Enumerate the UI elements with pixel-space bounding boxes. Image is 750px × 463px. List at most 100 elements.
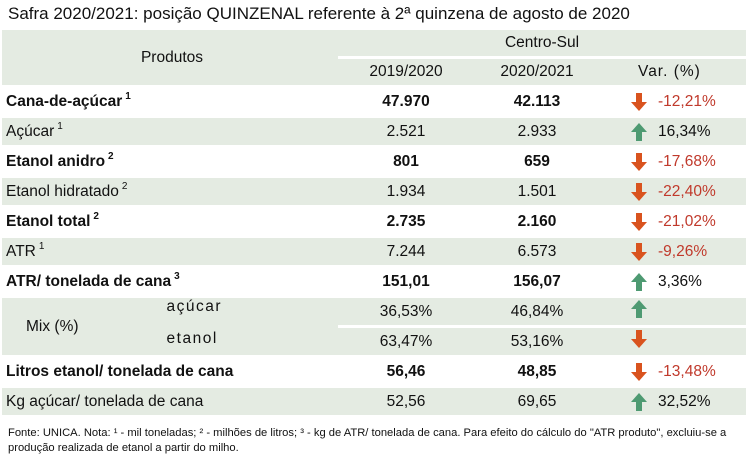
value-2019-2020: 2.521: [338, 118, 474, 145]
variation-value: -22,40%: [658, 182, 716, 200]
variation-value: 32,52%: [658, 392, 711, 410]
table-row: Etanol hidratado 2 1.934 1.501 -22,40%: [2, 178, 746, 205]
row-label-text: Etanol anidro: [6, 152, 106, 170]
row-label-text: Etanol hidratado: [6, 182, 119, 200]
arrow-up-icon: [631, 300, 647, 318]
row-label: Açúcar 1: [2, 118, 338, 145]
mix-sugar-2019: 36,53%: [338, 298, 474, 325]
variation-wrap: -22,40%: [630, 182, 746, 202]
table-row: ATR 1 7.244 6.573 -9,26%: [2, 238, 746, 265]
variation-cell: -22,40%: [600, 178, 746, 205]
row-footnote-mark: 3: [174, 270, 180, 282]
mix-label: Mix (%): [26, 317, 79, 335]
header-products: Produtos: [2, 30, 338, 85]
value-2020-2021: 2.160: [517, 212, 557, 230]
variation-wrap: 16,34%: [630, 122, 746, 142]
variation-wrap: -9,26%: [630, 242, 746, 262]
table-row: Açúcar 1 2.521 2.933 16,34%: [2, 118, 746, 145]
variation-wrap: -21,02%: [630, 212, 746, 232]
arrow-down-icon: [631, 152, 647, 171]
mix-ethanol-label: etanol: [166, 329, 218, 347]
row-footnote-mark: 1: [125, 90, 131, 102]
variation-value: 16,34%: [658, 122, 711, 140]
mix-ethanol-var: [600, 328, 746, 355]
table-row: Cana-de-açúcar 1 47.970 42.113 -12,21%: [2, 88, 746, 115]
row-footnote-mark: 1: [38, 240, 45, 252]
arrow-down-icon: [631, 242, 647, 261]
arrow-down-icon: [631, 330, 647, 348]
table-row: Litros etanol/ tonelada de cana 56,46 48,8…: [2, 358, 746, 385]
header-col-var: Var. (%): [600, 59, 746, 85]
value-2019-2020: 52,56: [338, 388, 474, 415]
row-label: Litros etanol/ tonelada de cana: [2, 358, 338, 385]
variation-wrap: 3,36%: [630, 272, 746, 292]
row-label-text: Cana-de-açúcar: [6, 92, 123, 110]
variation-wrap: -13,48%: [630, 362, 746, 382]
variation-wrap: 32,52%: [630, 392, 746, 412]
variation-cell: -21,02%: [600, 208, 746, 235]
arrow-up-icon: [631, 392, 647, 411]
sugar-ethanol-table: Produtos Centro-Sul 2019/2020 2020/2021 …: [2, 27, 746, 418]
value-2019-2020: 2.735: [386, 212, 426, 230]
value-2019-2020: 151,01: [382, 272, 430, 290]
mix-label-cell: Mix (%) açúcar etanol: [2, 298, 338, 355]
variation-value: -12,21%: [658, 92, 716, 110]
row-label-text: Etanol total: [6, 212, 91, 230]
mix-sugar-2020: 46,84%: [474, 298, 600, 325]
variation-cell: 16,34%: [600, 118, 746, 145]
arrow-down-icon: [631, 212, 647, 231]
value-2020-2021: 6.573: [474, 238, 600, 265]
mix-sugar-label: açúcar: [166, 297, 223, 315]
variation-value: 3,36%: [658, 272, 702, 290]
variation-value: -21,02%: [658, 212, 716, 230]
value-2020-2021: 659: [524, 152, 550, 170]
mix-ethanol-2019: 63,47%: [338, 328, 474, 355]
value-2019-2020: 7.244: [338, 238, 474, 265]
table-row: Kg açúcar/ tonelada de cana 52,56 69,65 32,…: [2, 388, 746, 415]
page-title: Safra 2020/2021: posição QUINZENAL refer…: [8, 4, 630, 23]
table-row: ATR/ tonelada de cana 3 151,01 156,07 3,36%: [2, 268, 746, 295]
table-row: Etanol total 2 2.735 2.160 -21,02%: [2, 208, 746, 235]
row-label-text: Açúcar: [6, 122, 55, 140]
header-region: Centro-Sul: [338, 30, 746, 56]
mix-sugar-var: [600, 298, 746, 325]
row-label-text: ATR: [6, 242, 36, 260]
row-label-text: Litros etanol/ tonelada de cana: [6, 362, 234, 380]
value-2019-2020: 801: [393, 152, 419, 170]
variation-wrap: -17,68%: [630, 152, 746, 172]
row-label: ATR 1: [2, 238, 338, 265]
row-label: Etanol hidratado 2: [2, 178, 338, 205]
variation-value: -13,48%: [658, 362, 716, 380]
value-2020-2021: 156,07: [513, 272, 561, 290]
variation-cell: -12,21%: [600, 88, 746, 115]
row-footnote-mark: 1: [57, 120, 63, 132]
variation-value: -9,26%: [658, 242, 708, 260]
row-label: ATR/ tonelada de cana 3: [2, 268, 338, 295]
row-label: Kg açúcar/ tonelada de cana: [2, 388, 338, 415]
value-2019-2020: 1.934: [338, 178, 474, 205]
row-footnote-mark: 2: [108, 150, 114, 162]
value-2020-2021: 48,85: [517, 362, 557, 380]
mix-ethanol-2020: 53,16%: [474, 328, 600, 355]
arrow-down-icon: [631, 182, 647, 201]
mix-row-ethanol: 63,47% 53,16%: [2, 328, 746, 355]
footnote: Fonte: UNICA. Nota: ¹ - mil toneladas; ²…: [8, 427, 727, 454]
value-2020-2021: 69,65: [474, 388, 600, 415]
variation-cell: -13,48%: [600, 358, 746, 385]
header-col-2019: 2019/2020: [338, 59, 474, 85]
row-label: Etanol anidro 2: [2, 148, 338, 175]
variation-wrap: -12,21%: [630, 92, 746, 112]
header-row-2: 2019/2020 2020/2021 Var. (%): [2, 59, 746, 85]
arrow-down-icon: [631, 92, 647, 111]
row-label: Etanol total 2: [2, 208, 338, 235]
variation-cell: -9,26%: [600, 238, 746, 265]
variation-cell: 3,36%: [600, 268, 746, 295]
variation-cell: -17,68%: [600, 148, 746, 175]
row-label-text: ATR/ tonelada de cana: [6, 272, 172, 290]
variation-value: -17,68%: [658, 152, 716, 170]
mix-row-sugar: Mix (%) açúcar etanol 36,53% 46,84%: [2, 298, 746, 355]
arrow-up-icon: [631, 272, 647, 291]
value-2020-2021: 42.113: [513, 92, 561, 110]
arrow-down-icon: [631, 362, 647, 381]
header-col-2020: 2020/2021: [474, 59, 600, 85]
